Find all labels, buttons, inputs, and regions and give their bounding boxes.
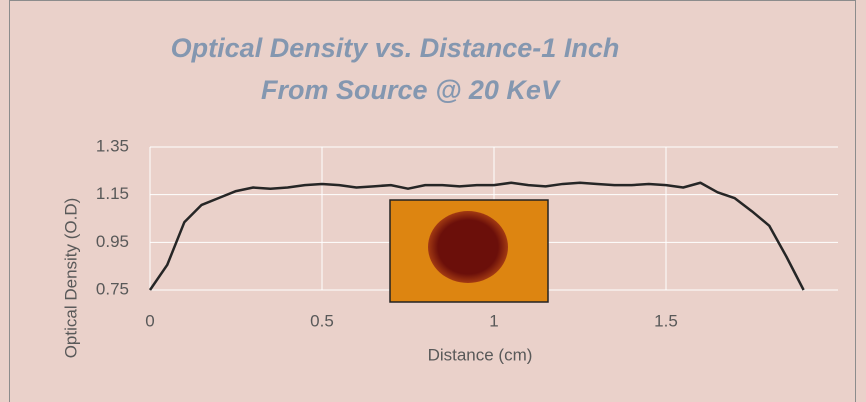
inset-image [390, 200, 548, 302]
page: {"chart_data": {"type": "line", "title":… [0, 0, 866, 402]
y-axis-label: Optical Density (O.D) [61, 198, 80, 359]
x-tick-label: 0.5 [310, 311, 334, 330]
y-tick-label: 1.35 [96, 136, 129, 155]
chart: Optical Density vs. Distance-1 Inch From… [0, 0, 866, 402]
x-tick-label: 1.5 [654, 311, 678, 330]
chart-title: Optical Density vs. Distance-1 Inch [171, 33, 620, 63]
y-tick-label: 1.15 [96, 184, 129, 203]
chart-title: From Source @ 20 KeV [261, 75, 561, 105]
y-tick-label: 0.75 [96, 279, 129, 298]
inset-spot [428, 211, 508, 283]
x-axis-label: Distance (cm) [428, 345, 533, 364]
x-tick-label: 1 [489, 311, 498, 330]
x-tick-label: 0 [145, 311, 154, 330]
y-tick-label: 0.95 [96, 232, 129, 251]
